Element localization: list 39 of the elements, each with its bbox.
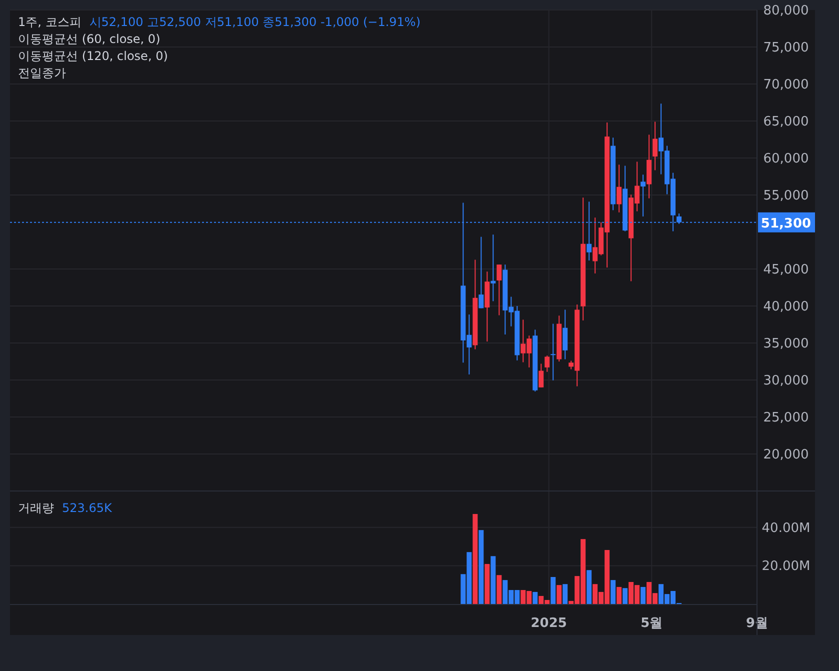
annotation: 전일종가 <box>18 66 66 80</box>
ref-line-label: 51,300 <box>760 216 812 232</box>
y-tick-label: 60,000 <box>763 152 809 166</box>
y-tick-label: 65,000 <box>763 114 809 130</box>
annotation: 523.65K <box>62 501 113 515</box>
text: 거래량 <box>18 501 54 515</box>
x-tick-label: 5월 <box>640 616 663 631</box>
y-tick-label: 55,000 <box>763 188 809 204</box>
bar <box>490 556 496 604</box>
bar <box>616 586 622 604</box>
y-tick-label: 40.00M <box>762 520 810 536</box>
y-tick-label: 45,000 <box>763 262 809 278</box>
bar <box>484 564 490 604</box>
bar <box>622 588 628 604</box>
annotation: 이동평균선 (120, close, 0) <box>18 49 168 63</box>
y-tick-label: 20,000 <box>763 448 809 462</box>
annotation: 이동평균선 (60, close, 0) <box>18 32 160 46</box>
y-tick-label: 30,000 <box>763 374 809 388</box>
bar <box>496 575 502 604</box>
bar <box>556 585 562 604</box>
bar <box>640 586 646 604</box>
bar <box>610 580 616 604</box>
bar <box>586 570 592 604</box>
y-tick-label: 40,000 <box>763 300 809 314</box>
y-tick-label: 20.00M <box>762 559 810 574</box>
bar <box>532 592 538 604</box>
y-tick-label: 35,000 <box>763 336 809 352</box>
y-tick-label: 25,000 <box>763 410 809 426</box>
y-tick-label: 75,000 <box>763 40 809 56</box>
x-tick-label: 9월 <box>746 616 768 631</box>
y-tick-label: 80,000 <box>763 4 809 18</box>
x-tick-label: 2025 <box>530 616 567 631</box>
bar <box>478 530 484 604</box>
bar <box>550 576 556 604</box>
annotation: 시52,100 고52,500 저51,100 종51,300 -1,000 (−1.91%) <box>89 15 421 29</box>
bar <box>562 584 568 604</box>
chart-title: 1주, 코스피 <box>18 15 82 29</box>
bar <box>472 514 478 604</box>
y-tick-label: 70,000 <box>763 78 809 92</box>
